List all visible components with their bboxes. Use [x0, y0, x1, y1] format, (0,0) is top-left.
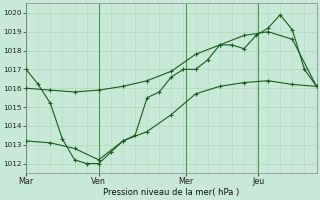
X-axis label: Pression niveau de la mer( hPa ): Pression niveau de la mer( hPa ) [103, 188, 239, 197]
